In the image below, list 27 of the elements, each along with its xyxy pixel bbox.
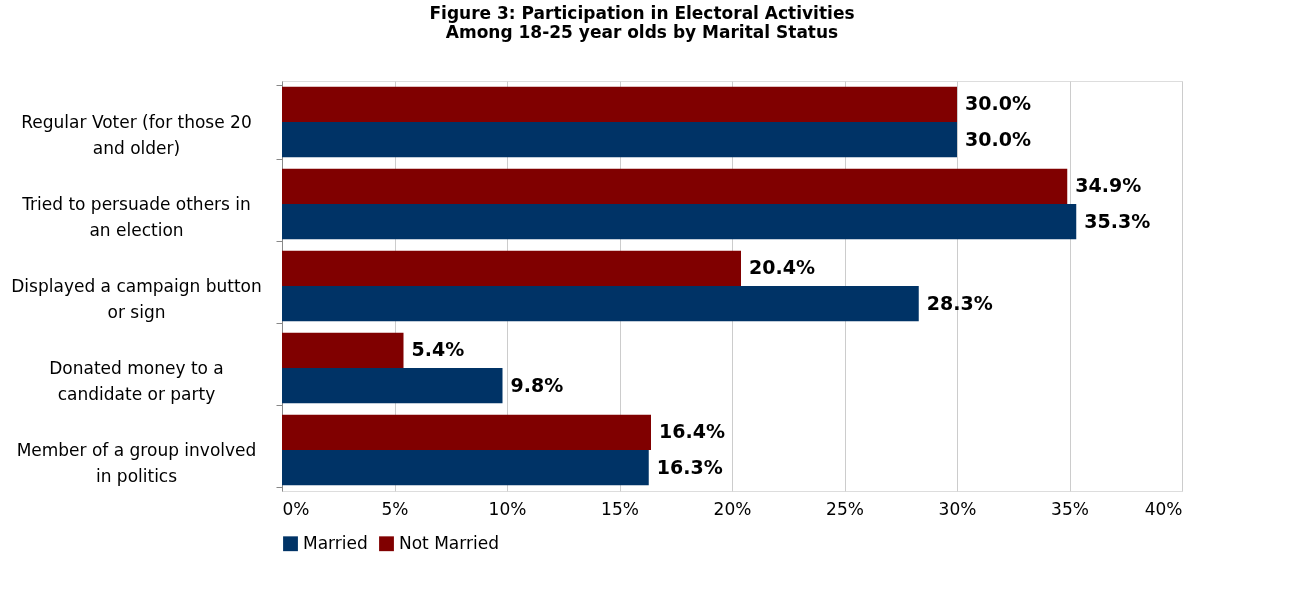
data-label: 35.3%: [1084, 209, 1151, 232]
x-tick-label: 5%: [381, 498, 409, 519]
x-tick-label: 25%: [826, 498, 864, 519]
x-tick-label: 40%: [1144, 498, 1183, 519]
y-tick-label: Displayed a campaign button or sign: [11, 275, 262, 322]
x-tick-label: 30%: [938, 498, 977, 519]
data-label: 16.4%: [659, 420, 725, 443]
y-tick-label: Tried to persuade others in an election: [21, 193, 251, 240]
x-tick-label: 20%: [713, 498, 752, 519]
data-label: 28.3%: [926, 291, 993, 314]
data-label: 9.8%: [510, 373, 564, 396]
x-tick-label: 15%: [601, 498, 639, 519]
data-label: 20.4%: [749, 256, 815, 279]
y-tick-label: Donated money to a candidate or party: [49, 357, 224, 404]
data-label: 30.0%: [965, 127, 1031, 150]
legend-label: Married: [303, 532, 368, 553]
y-tick-label: Regular Voter (for those 20 and older): [21, 111, 252, 158]
chart-title: Figure 3: Participation in Electoral Activities Among 18-25 year olds by Marital Status: [429, 3, 855, 42]
x-tick-label: 35%: [1051, 498, 1089, 519]
legend-label: Not Married: [399, 532, 499, 553]
data-label: 34.9%: [1075, 174, 1142, 197]
x-tick-label: 10%: [488, 498, 527, 519]
data-label: 30.0%: [965, 92, 1031, 115]
data-label: 5.4%: [411, 338, 465, 361]
x-tick-label: 0%: [282, 498, 310, 519]
y-tick-label: Member of a group involved in politics: [16, 439, 257, 486]
data-label: 16.3%: [656, 455, 723, 478]
